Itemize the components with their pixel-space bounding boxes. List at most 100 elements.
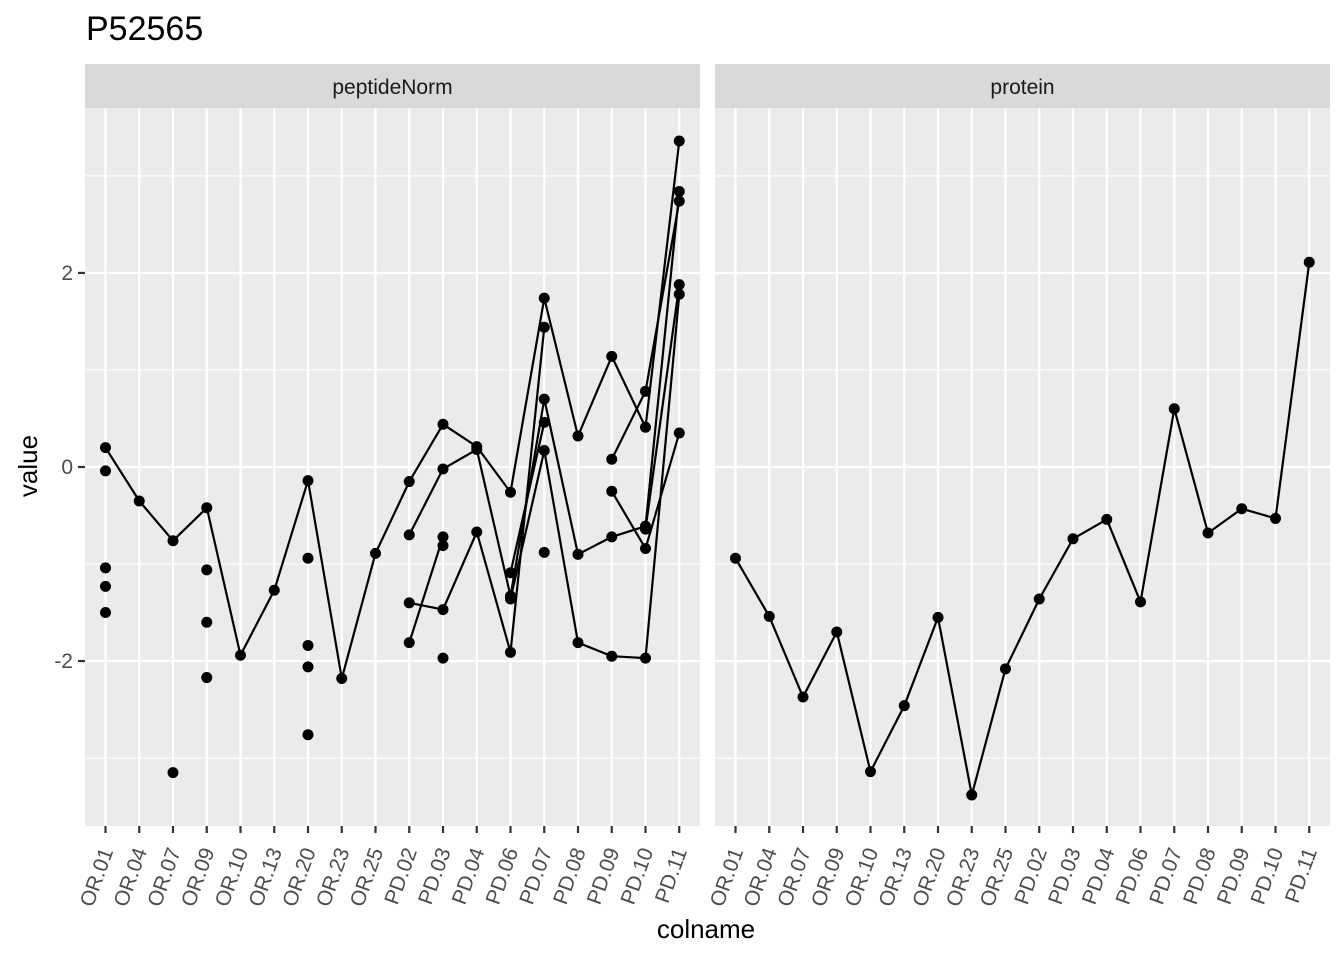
data-point bbox=[167, 767, 179, 779]
data-point bbox=[471, 444, 483, 456]
data-point bbox=[797, 691, 809, 703]
series-line bbox=[104, 140, 681, 680]
data-point bbox=[606, 531, 618, 543]
data-point bbox=[730, 552, 741, 564]
data-point bbox=[403, 529, 415, 541]
series-line bbox=[734, 262, 1311, 797]
data-point bbox=[673, 288, 685, 300]
data-point bbox=[606, 485, 618, 497]
data-point bbox=[1236, 503, 1248, 515]
data-point bbox=[100, 465, 111, 477]
data-point bbox=[572, 430, 584, 442]
data-point bbox=[640, 421, 651, 433]
data-point bbox=[302, 475, 314, 487]
data-point bbox=[1101, 513, 1113, 525]
y-tick-label: 0 bbox=[61, 456, 73, 479]
data-point bbox=[1067, 533, 1079, 545]
data-point bbox=[538, 292, 550, 304]
data-point bbox=[302, 640, 314, 652]
data-point bbox=[865, 766, 876, 778]
data-point bbox=[505, 646, 516, 658]
data-point bbox=[1000, 663, 1011, 675]
series-line bbox=[408, 536, 445, 643]
data-point bbox=[471, 526, 483, 538]
chart-title: P52565 bbox=[86, 10, 203, 48]
data-point bbox=[932, 611, 944, 623]
data-point bbox=[403, 476, 415, 488]
data-point bbox=[673, 279, 685, 291]
y-tick-label: 2 bbox=[61, 262, 73, 285]
data-point bbox=[505, 567, 516, 579]
series-line bbox=[644, 284, 681, 530]
data-point bbox=[673, 427, 685, 439]
data-point bbox=[235, 649, 246, 661]
data-point bbox=[966, 789, 978, 801]
facet-strip bbox=[85, 64, 700, 108]
data-point bbox=[1270, 512, 1281, 524]
data-point bbox=[640, 385, 651, 397]
data-point bbox=[505, 593, 516, 605]
data-point bbox=[1168, 403, 1180, 415]
data-point bbox=[100, 562, 111, 574]
data-point bbox=[268, 584, 280, 596]
data-point bbox=[437, 540, 449, 552]
data-point bbox=[201, 616, 213, 628]
data-point bbox=[403, 597, 415, 609]
data-point bbox=[100, 580, 111, 592]
data-point bbox=[606, 350, 618, 362]
data-point bbox=[437, 604, 449, 616]
data-point bbox=[100, 607, 111, 619]
data-point bbox=[133, 495, 145, 507]
data-point bbox=[640, 652, 651, 664]
data-point bbox=[640, 523, 651, 535]
y-tick-label: -2 bbox=[54, 650, 73, 673]
data-point bbox=[1033, 593, 1045, 605]
facet-peptideNorm: peptideNormOR.01OR.04OR.07OR.09OR.10OR.1… bbox=[54, 64, 700, 910]
data-point bbox=[673, 135, 685, 147]
data-point bbox=[336, 673, 348, 685]
data-point bbox=[1202, 527, 1214, 539]
data-point bbox=[538, 416, 550, 428]
data-point bbox=[437, 531, 449, 543]
data-point bbox=[201, 564, 213, 576]
data-point bbox=[1303, 256, 1315, 268]
data-point bbox=[100, 442, 111, 454]
facet-panels: peptideNormOR.01OR.04OR.07OR.09OR.10OR.1… bbox=[54, 64, 1330, 910]
data-point bbox=[538, 546, 550, 558]
data-point bbox=[201, 672, 213, 684]
data-point bbox=[201, 502, 213, 514]
data-point bbox=[370, 547, 381, 559]
data-point bbox=[673, 185, 685, 197]
facet-protein: proteinOR.01OR.04OR.07OR.09OR.10OR.13OR.… bbox=[706, 64, 1330, 910]
data-point bbox=[640, 543, 651, 555]
data-point bbox=[831, 626, 843, 638]
data-point bbox=[538, 321, 550, 333]
data-point bbox=[437, 463, 449, 475]
data-point bbox=[302, 729, 314, 741]
facet-strip-label: protein bbox=[990, 76, 1054, 99]
data-point bbox=[572, 637, 584, 649]
data-point bbox=[302, 661, 314, 673]
data-point bbox=[302, 552, 314, 564]
data-point bbox=[763, 610, 775, 622]
data-point bbox=[403, 637, 415, 649]
data-point bbox=[572, 548, 584, 560]
data-point bbox=[606, 650, 618, 662]
series-line bbox=[509, 294, 681, 660]
data-point bbox=[606, 453, 618, 465]
data-point bbox=[898, 700, 910, 712]
data-point bbox=[673, 195, 685, 207]
series-line bbox=[509, 422, 546, 574]
data-point bbox=[538, 445, 550, 457]
data-point bbox=[437, 418, 449, 430]
x-axis-title: colname bbox=[657, 914, 755, 944]
data-point bbox=[538, 393, 550, 405]
y-axis-title: value bbox=[13, 435, 43, 497]
data-point bbox=[505, 486, 516, 498]
facet-strip bbox=[715, 64, 1330, 108]
data-point bbox=[167, 535, 179, 547]
data-point bbox=[1135, 596, 1146, 608]
facet-strip-label: peptideNorm bbox=[332, 76, 452, 99]
data-point bbox=[437, 652, 449, 664]
